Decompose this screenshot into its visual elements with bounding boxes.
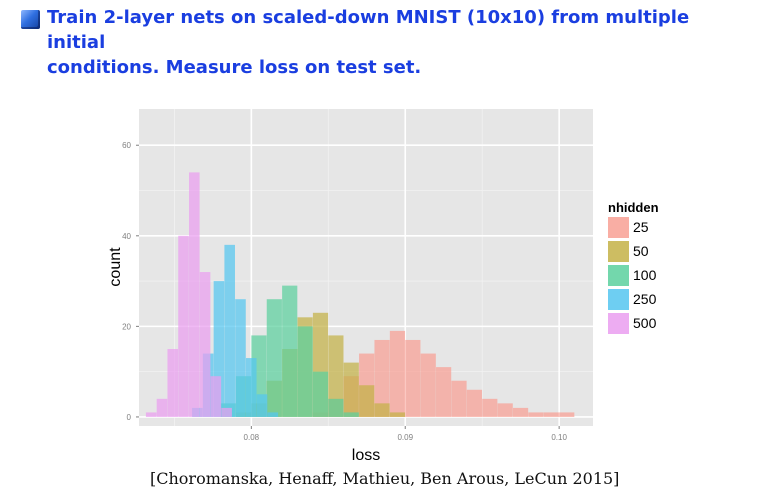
y-tick-label: 20 bbox=[122, 322, 131, 331]
histogram-bar-500 bbox=[221, 407, 232, 417]
y-tick-label: 0 bbox=[127, 413, 132, 422]
bullet-cube-icon bbox=[21, 10, 40, 29]
histogram-bar-100 bbox=[343, 412, 359, 417]
histogram-bar-50 bbox=[359, 385, 375, 417]
histogram-bar-250 bbox=[256, 394, 268, 417]
legend-key-100 bbox=[608, 265, 629, 286]
histogram-bar-500 bbox=[156, 398, 168, 417]
histogram-bar-500 bbox=[167, 349, 179, 417]
headline-line-1: Train 2-layer nets on scaled-down MNIST … bbox=[47, 7, 690, 53]
histogram-bar-500 bbox=[178, 235, 189, 417]
histogram-bar-25 bbox=[436, 367, 452, 417]
histogram-bar-25 bbox=[466, 389, 482, 417]
histogram-bar-500 bbox=[199, 272, 211, 417]
axes: 0.08 0.09 0.10 0 20 40 60 bbox=[122, 141, 567, 442]
slide-headline: Train 2-layer nets on scaled-down MNIST … bbox=[47, 5, 747, 80]
legend-label-50: 50 bbox=[633, 243, 649, 259]
histogram-bar-25 bbox=[512, 407, 529, 417]
histogram-bar-250 bbox=[245, 358, 257, 417]
histogram-bar-100 bbox=[328, 398, 344, 417]
histogram-bar-25 bbox=[405, 339, 421, 417]
legend-title: nhidden bbox=[608, 200, 659, 215]
x-tick-label: 0.10 bbox=[551, 433, 567, 442]
legend-label-100: 100 bbox=[633, 267, 657, 283]
histogram-bar-500 bbox=[189, 172, 200, 417]
histogram-bar-250 bbox=[267, 412, 279, 417]
citation: [Choromanska, Henaff, Mathieu, Ben Arous… bbox=[150, 469, 620, 488]
histogram-bar-25 bbox=[374, 339, 390, 417]
y-tick-label: 60 bbox=[122, 141, 131, 150]
x-axis-label: loss bbox=[352, 447, 380, 464]
legend-key-50 bbox=[608, 241, 629, 262]
histogram-bar-25 bbox=[451, 380, 467, 417]
histogram-bar-250 bbox=[213, 281, 225, 417]
legend-key-25 bbox=[608, 217, 629, 238]
y-axis-label: count bbox=[107, 247, 124, 287]
histogram-bar-250 bbox=[224, 244, 235, 417]
legend-key-250 bbox=[608, 289, 629, 310]
histogram-bar-100 bbox=[266, 299, 282, 417]
histogram-bar-250 bbox=[235, 299, 246, 417]
histogram-bar-50 bbox=[374, 403, 390, 417]
histogram-bar-50 bbox=[389, 412, 406, 417]
histogram-bar-25 bbox=[559, 412, 575, 417]
histogram-bars bbox=[145, 172, 575, 417]
x-tick-label: 0.08 bbox=[244, 433, 260, 442]
x-tick-label: 0.09 bbox=[397, 433, 413, 442]
histogram-bar-50 bbox=[343, 362, 359, 417]
legend: nhidden 25 50 100 250 500 bbox=[608, 200, 659, 334]
histogram-bar-100 bbox=[282, 285, 298, 417]
histogram-bar-25 bbox=[543, 412, 559, 417]
histogram-bar-100 bbox=[312, 371, 329, 417]
histogram-bar-100 bbox=[297, 326, 313, 417]
legend-label-250: 250 bbox=[633, 291, 657, 307]
legend-label-25: 25 bbox=[633, 219, 649, 235]
y-tick-label: 40 bbox=[122, 232, 131, 241]
histogram-bar-25 bbox=[420, 353, 436, 417]
histogram-bar-25 bbox=[497, 403, 513, 417]
histogram-bar-500 bbox=[145, 412, 157, 417]
histogram-bar-500 bbox=[210, 376, 222, 417]
headline-line-2: conditions. Measure loss on test set. bbox=[47, 57, 422, 78]
histogram-bar-25 bbox=[528, 412, 544, 417]
legend-label-500: 500 bbox=[633, 315, 657, 331]
histogram-bar-25 bbox=[482, 398, 498, 417]
legend-key-500 bbox=[608, 313, 629, 334]
histogram-bar-50 bbox=[328, 335, 344, 417]
histogram-bar-25 bbox=[389, 330, 406, 417]
